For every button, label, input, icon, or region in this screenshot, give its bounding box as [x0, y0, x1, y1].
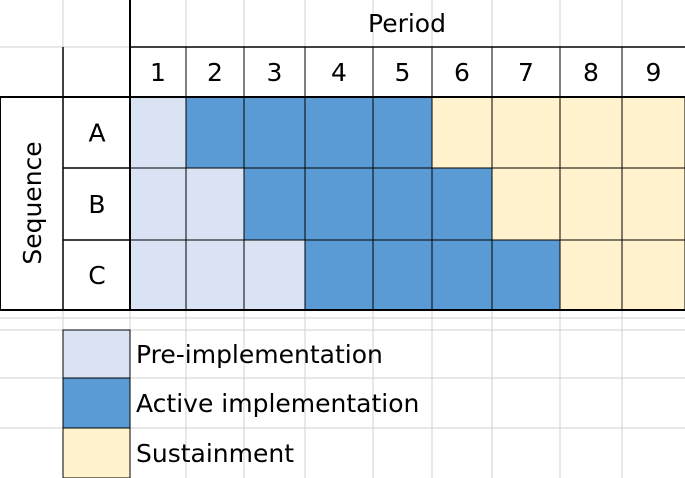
legend-label: Sustainment [136, 439, 294, 468]
period-label: 4 [331, 58, 347, 87]
period-cell [243, 239, 306, 311]
period-cell [304, 239, 374, 311]
period-label: 3 [267, 58, 283, 87]
period-cell [621, 167, 685, 241]
period-cell [372, 239, 433, 311]
period-cell [304, 96, 374, 169]
period-cell [559, 96, 623, 169]
period-cell [559, 239, 623, 311]
period-cell [243, 96, 306, 169]
sequence-header: Sequence [18, 141, 47, 264]
period-cell [304, 167, 374, 241]
period-cell [491, 239, 561, 311]
period-header: Period [368, 9, 446, 38]
sequence-label: B [88, 190, 105, 219]
period-label: 1 [150, 58, 166, 87]
period-cell [431, 239, 493, 311]
period-cell [431, 96, 493, 169]
period-label: 9 [646, 58, 662, 87]
period-label: 7 [518, 58, 534, 87]
period-label: 6 [454, 58, 470, 87]
period-label: 5 [395, 58, 411, 87]
period-label: 8 [583, 58, 599, 87]
period-cell [621, 239, 685, 311]
period-cell [372, 167, 433, 241]
sequence-label: C [88, 261, 105, 290]
period-cell [243, 167, 306, 241]
period-cell [129, 239, 187, 311]
legend-swatch [62, 377, 131, 429]
legend-label: Active implementation [136, 389, 419, 418]
sequence-label: A [88, 119, 105, 148]
legend-swatch [62, 427, 131, 478]
period-cell [559, 167, 623, 241]
period-cell [491, 96, 561, 169]
period-cell [491, 167, 561, 241]
period-cell [372, 96, 433, 169]
period-cell [129, 167, 187, 241]
legend-swatch [62, 329, 131, 379]
period-cell [129, 96, 187, 169]
period-cell [185, 96, 245, 169]
period-cell [431, 167, 493, 241]
period-label: 2 [207, 58, 223, 87]
period-cell [185, 239, 245, 311]
legend-label: Pre-implementation [136, 340, 383, 369]
period-cell [185, 167, 245, 241]
period-cell [621, 96, 685, 169]
